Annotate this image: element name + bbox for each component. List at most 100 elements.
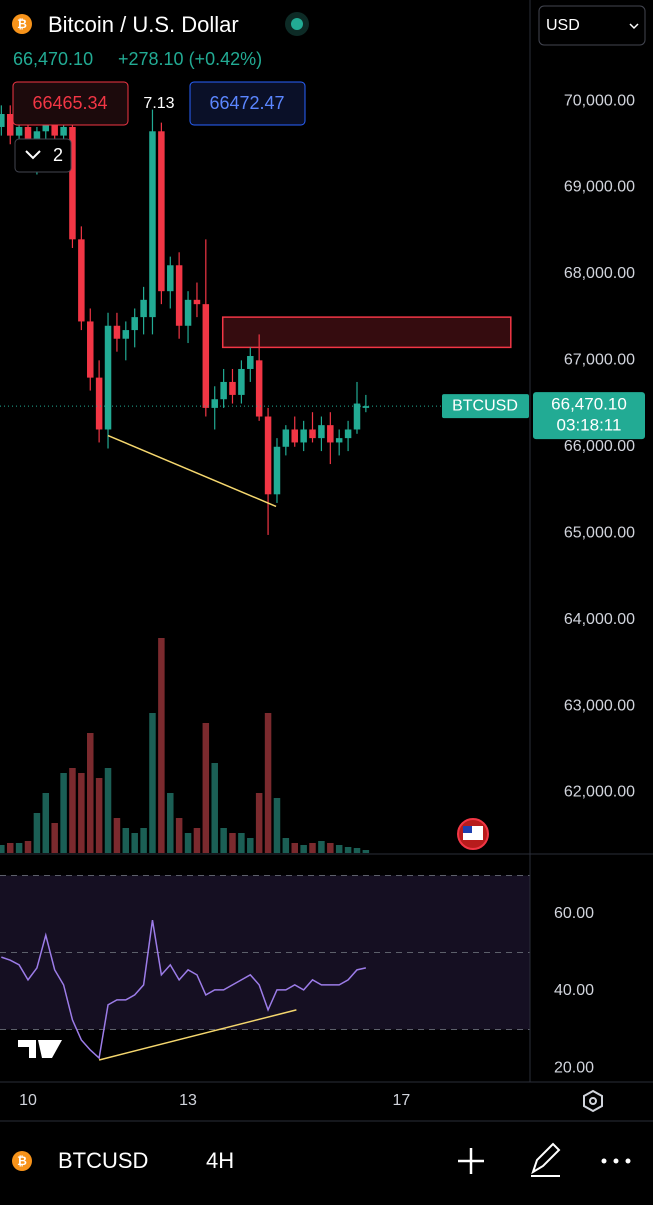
candle-body (291, 429, 298, 443)
volume-bar (6, 843, 14, 853)
volume-bar (42, 793, 50, 853)
coin-glyph: ₿ (17, 17, 27, 31)
candle-body (69, 126, 76, 240)
currency-dropdown[interactable] (538, 5, 646, 46)
y-tick-label: 65,000.00 (564, 524, 635, 541)
candle-body (300, 429, 307, 443)
volume-bar (87, 733, 94, 853)
footer-interval[interactable]: 4H (206, 1148, 234, 1173)
footer-coin-glyph: ₿ (17, 1154, 27, 1168)
rsi-trendline (98, 1009, 297, 1061)
rsi-tick-label: 20.00 (554, 1059, 594, 1076)
candle-body (42, 122, 50, 132)
candle-body (140, 299, 147, 318)
candle-body (78, 239, 85, 322)
coin-icon (12, 14, 32, 34)
candle-body (131, 317, 138, 331)
candle-body (104, 325, 112, 430)
sell-box[interactable] (12, 81, 129, 126)
candle-body (0, 114, 5, 127)
candle-body (344, 429, 352, 439)
candle-body (113, 325, 121, 339)
buy-box[interactable] (189, 81, 306, 126)
volume-bar (184, 833, 192, 853)
spread: 7.13 (143, 95, 174, 112)
ask: 66472.47 (209, 93, 284, 113)
candle-body (247, 356, 254, 369)
volume-bar (175, 818, 183, 853)
candle-body (15, 126, 23, 136)
candle-body (327, 425, 334, 443)
candle-body (95, 377, 103, 430)
volume-bar (60, 773, 67, 853)
volume-bar (255, 793, 263, 853)
candle-body (282, 429, 290, 447)
volume-bar (353, 848, 361, 853)
volume-bar (264, 713, 272, 853)
volume-bar (140, 828, 147, 853)
volume-bar (78, 773, 85, 853)
draw-button[interactable] (531, 1142, 561, 1177)
dropdown-arrow (629, 23, 639, 30)
volume-bar (229, 833, 236, 853)
rsi-line (1, 920, 367, 1060)
settings-icon[interactable] (583, 1089, 603, 1113)
volume-bar (318, 841, 325, 853)
volume-bar (300, 845, 307, 853)
indicator-count: 2 (53, 145, 63, 165)
x-tick-label: 10 (19, 1092, 37, 1109)
tv-logo (18, 1040, 62, 1058)
candle-body (51, 122, 58, 136)
volume-bar (113, 818, 121, 853)
candle-body (60, 126, 67, 136)
candle-body (158, 131, 165, 292)
countdown: 03:18:11 (557, 416, 622, 435)
y-tick-label: 62,000.00 (564, 784, 635, 801)
candle-body (24, 126, 32, 140)
volume-bar (104, 768, 112, 853)
y-tick-label: 64,000.00 (564, 611, 635, 628)
price-change: +278.10 (+0.42%) (118, 49, 262, 69)
volume-bar (158, 638, 165, 853)
symbol-title: Bitcoin / U.S. Dollar (48, 12, 239, 37)
bid: 66465.34 (32, 93, 107, 113)
volume-bar (51, 823, 58, 853)
volume-bar (238, 833, 245, 853)
candle-body (184, 299, 192, 326)
indicator-toggle[interactable] (14, 138, 72, 173)
candle-body (353, 403, 361, 430)
flag-canton (463, 826, 472, 833)
menu-dot[interactable] (613, 1158, 619, 1164)
add-button[interactable] (458, 1148, 484, 1174)
y-tick-label: 67,000.00 (564, 352, 635, 369)
menu-dot[interactable] (601, 1158, 607, 1164)
candle-body (362, 406, 370, 408)
volume-bar (291, 843, 298, 853)
volume-bar (220, 828, 227, 853)
candle-body (33, 131, 41, 140)
candle-body (149, 131, 156, 318)
resistance-zone (221, 316, 512, 349)
x-tick-label: 17 (393, 1092, 411, 1109)
volume-bar (69, 768, 76, 853)
menu-dot[interactable] (625, 1158, 631, 1164)
candle-body (255, 360, 263, 417)
plot: 70,000.00 69,000.00 68,000.00 67,000.00 66,0… (0, 92, 645, 1109)
rsi-tick-label: 40.00 (554, 982, 594, 999)
volume-bar (327, 843, 334, 853)
y-tick-label: 68,000.00 (564, 265, 635, 282)
chevron (25, 150, 41, 160)
status-dot (291, 18, 303, 30)
volume-bar (15, 843, 23, 853)
footer-symbol[interactable]: BTCUSD (58, 1148, 148, 1173)
volume-bar (122, 828, 130, 853)
volume-bar (167, 793, 174, 853)
currency: USD (546, 17, 580, 34)
candle-body (122, 330, 130, 339)
symbol-label: BTCUSD (452, 397, 518, 414)
trendline (107, 434, 277, 508)
candle-body (175, 265, 183, 326)
candle-body (309, 429, 316, 439)
